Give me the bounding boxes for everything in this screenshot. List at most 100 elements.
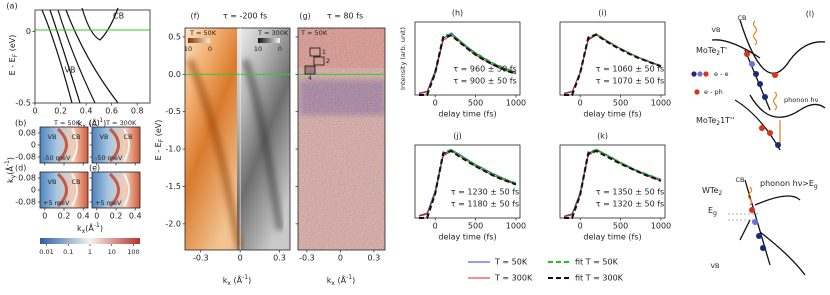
x-tick-label: 0 — [42, 212, 47, 221]
axis-label: E - EF (eV) — [8, 35, 19, 76]
annotation: τ = 1060 ± 50 fs — [596, 65, 664, 74]
map-contour — [108, 172, 120, 208]
band — [754, 195, 801, 206]
panel-label: (g) — [299, 12, 310, 21]
y-tick-label: -0.08 — [15, 153, 36, 162]
map-contour — [56, 127, 68, 163]
axis-label: ky(Å-1) — [4, 157, 17, 183]
panel-label: (b) — [15, 119, 26, 128]
series-line — [419, 149, 517, 219]
legend-label: T = 50K — [494, 258, 528, 267]
roi-box — [313, 56, 325, 66]
panel-label: (a) — [6, 2, 17, 11]
electron — [756, 233, 762, 239]
axis-label: kx (Å-1) — [327, 274, 355, 287]
band-structure — [35, 7, 150, 104]
electron — [744, 51, 750, 57]
map-image — [40, 172, 88, 208]
electron — [749, 61, 755, 67]
x-tick-label: 0.3 — [367, 254, 380, 263]
band — [739, 219, 751, 241]
axes-frame — [297, 27, 386, 251]
label-part: g — [814, 183, 818, 190]
label-part: T' — [719, 46, 727, 55]
x-tick-label: 0.4 — [77, 212, 90, 221]
band — [739, 19, 826, 74]
x-tick-label: -0.3 — [193, 254, 209, 263]
axes-frame — [414, 144, 521, 219]
label-part: (Å — [86, 117, 98, 128]
electron — [767, 130, 773, 136]
label: T = 50K — [300, 29, 328, 37]
label: T = 50K — [189, 29, 217, 37]
axis-label: phonon hν>Eg — [760, 179, 818, 190]
label-part: k — [77, 224, 82, 233]
colorbar-tick-label: 0 — [278, 45, 282, 53]
panel-label: (c) — [89, 119, 100, 128]
label-part: (Å — [85, 222, 94, 233]
label: VB — [711, 262, 720, 270]
label-part: -1 — [97, 117, 103, 124]
y-tick-label: -0.5 — [165, 107, 181, 116]
label-part: 2 — [716, 50, 720, 57]
colorbar-tick-label: 1 — [88, 248, 92, 256]
photon — [752, 20, 758, 46]
label: CB — [124, 133, 133, 141]
band — [65, 9, 119, 104]
label: +5 meV — [95, 199, 122, 207]
x-axis-label: delay time (fs) — [583, 233, 641, 242]
label: -50 meV — [95, 154, 123, 162]
electron — [753, 71, 759, 77]
x-tick-label: 0.8 — [131, 107, 144, 116]
label: e - e — [714, 70, 728, 78]
x-tick-label: 0.2 — [58, 212, 71, 221]
electron — [759, 125, 765, 131]
label-part: -1 — [4, 160, 11, 166]
image-noise — [298, 28, 385, 250]
y-tick-label: -0.5 — [15, 99, 31, 108]
roi-label: 2 — [326, 57, 330, 65]
x-tick-label: 0.6 — [105, 107, 118, 116]
label-part: MoTe — [696, 116, 716, 125]
label: CB — [72, 133, 81, 141]
annotation: τ = 1320 ± 50 fs — [596, 200, 664, 209]
axis-label: WTe2 — [702, 186, 722, 197]
panel-label: (j) — [453, 132, 461, 141]
y-tick-label: 0.08 — [18, 174, 36, 183]
annotation: τ = 900 ± 50 fs — [453, 77, 516, 86]
label: T = 300K — [257, 29, 289, 37]
x-tick-label: 0 — [578, 222, 583, 231]
band — [759, 231, 806, 276]
panel-title: τ = 80 fs — [327, 12, 363, 21]
panel-label: (f) — [190, 12, 199, 21]
label: T = 300K — [105, 119, 137, 127]
electron — [760, 245, 766, 251]
colorbar-tick-label: 10 — [108, 248, 116, 256]
label-part: k — [6, 178, 15, 183]
label-part: x — [331, 280, 335, 287]
colorbar-tick-label: 0.1 — [63, 248, 73, 256]
electron — [762, 94, 768, 100]
panel-label: (k) — [597, 132, 608, 141]
colorbar-tick-label: 10 — [254, 45, 262, 53]
phonon — [747, 186, 753, 206]
x-tick-label: 0.4 — [80, 107, 93, 116]
arpes-image — [185, 28, 290, 250]
x-tick-label: 0.2 — [54, 107, 67, 116]
label-part: F — [158, 138, 165, 142]
map-image — [92, 172, 140, 208]
map-contour — [123, 128, 130, 162]
phonon — [772, 91, 778, 111]
colorbar-tick-label: 10 — [184, 45, 192, 53]
x-tick-label: 0 — [238, 254, 243, 263]
map-contour — [123, 173, 130, 207]
legend-label: T = 300K — [494, 274, 533, 283]
x-tick-label: 500 — [468, 99, 483, 108]
label-part: WTe — [702, 186, 718, 195]
label-part: g — [713, 210, 717, 217]
y-tick-label: -1.0 — [165, 145, 181, 154]
electron — [749, 207, 755, 213]
label-part: MoTe — [696, 46, 716, 55]
band — [57, 9, 96, 104]
